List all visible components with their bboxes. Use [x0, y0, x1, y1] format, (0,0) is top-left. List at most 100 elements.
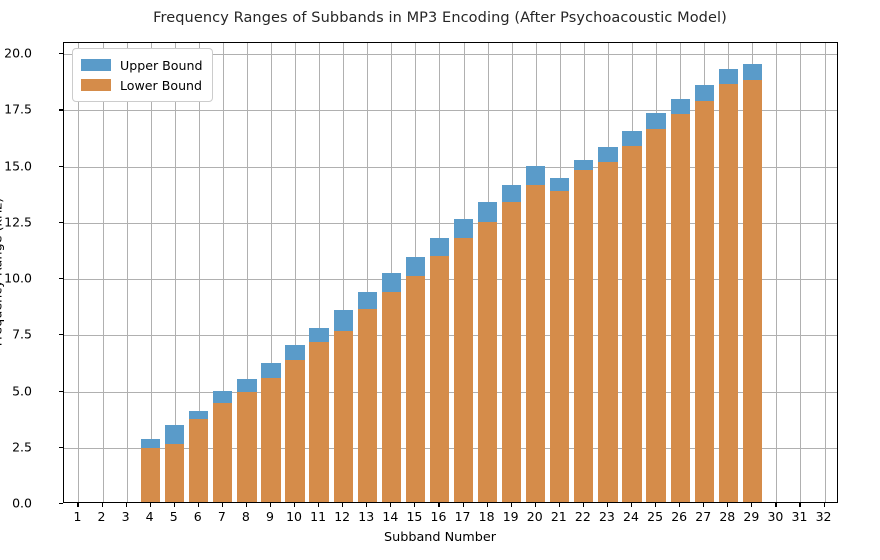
x-tick-mark	[294, 503, 296, 507]
bar-group	[141, 41, 161, 502]
y-tick-label: 20.0	[4, 45, 32, 61]
x-tick-label: 27	[695, 509, 712, 524]
bar-group	[550, 41, 570, 502]
x-tick-mark	[703, 503, 705, 507]
x-tick-mark	[631, 503, 633, 507]
y-tick-mark	[59, 278, 63, 280]
bar-lower-bound	[550, 190, 570, 502]
gridline-vertical	[343, 43, 345, 502]
bar-lower-bound	[574, 170, 594, 502]
x-tick-mark	[510, 503, 512, 507]
gridline-horizontal	[64, 54, 837, 56]
bar-lower-bound	[670, 114, 690, 502]
bar-group	[357, 41, 377, 502]
gridline-vertical	[319, 43, 321, 502]
x-tick-mark	[823, 503, 825, 507]
x-tick-label: 3	[121, 509, 130, 524]
x-tick-mark	[727, 503, 729, 507]
bar-group	[477, 41, 498, 502]
x-tick-label: 9	[266, 509, 274, 524]
x-tick-label: 22	[574, 509, 591, 524]
x-tick-mark	[582, 503, 584, 507]
bar-group	[285, 41, 305, 502]
bar-lower-bound	[213, 403, 233, 502]
bar-lower-bound	[694, 100, 714, 502]
bar-lower-bound	[357, 308, 377, 502]
y-tick-mark	[59, 334, 63, 336]
bar-group	[165, 41, 185, 502]
bar-lower-bound	[742, 80, 762, 502]
bar-lower-bound	[598, 162, 618, 502]
bar-lower-bound	[381, 291, 401, 502]
chart-title: Frequency Ranges of Subbands in MP3 Enco…	[153, 10, 727, 26]
legend-item: Lower Bound	[81, 75, 202, 95]
x-tick-mark	[751, 503, 753, 507]
bar-group	[453, 41, 474, 502]
legend-item-label: Upper Bound	[120, 57, 203, 73]
gridline-vertical	[824, 43, 826, 502]
gridline-horizontal	[64, 110, 837, 112]
gridline-vertical	[270, 43, 272, 502]
x-tick-mark	[606, 503, 609, 507]
gridline-vertical	[367, 43, 369, 502]
bar-lower-bound	[165, 443, 185, 502]
bar-lower-bound	[477, 222, 498, 502]
x-tick-mark	[558, 503, 560, 507]
legend-item-label: Lower Bound	[120, 77, 203, 93]
x-tick-label: 14	[382, 509, 399, 524]
y-tick-mark	[59, 221, 63, 223]
x-tick-label: 31	[791, 509, 808, 524]
x-tick-label: 18	[478, 509, 495, 524]
bar-group	[622, 41, 642, 502]
x-tick-label: 6	[193, 509, 202, 524]
x-tick-label: 23	[598, 509, 615, 524]
legend-swatch-icon	[81, 59, 111, 71]
gridline-horizontal	[64, 279, 837, 281]
chart-legend: Upper Bound Lower Bound	[72, 48, 214, 102]
gridline-vertical	[102, 43, 104, 502]
gridline-horizontal	[64, 166, 837, 168]
x-tick-mark	[486, 503, 488, 507]
bar-group	[598, 41, 618, 502]
x-tick-mark	[197, 503, 199, 507]
bar-lower-bound	[502, 201, 522, 502]
bar-group	[429, 41, 450, 502]
x-axis-label: Subband Number	[383, 530, 497, 545]
gridline-horizontal	[64, 447, 837, 449]
y-tick-mark	[59, 390, 63, 392]
x-tick-label: 12	[334, 509, 351, 524]
x-tick-label: 8	[241, 509, 250, 524]
x-tick-mark	[655, 503, 657, 507]
x-tick-mark	[414, 503, 416, 507]
bar-lower-bound	[453, 237, 474, 502]
y-tick-mark	[59, 165, 63, 167]
x-tick-mark	[342, 503, 344, 507]
bar-lower-bound	[141, 448, 161, 502]
x-tick-label: 30	[767, 509, 784, 524]
y-axis-label: Frequency Range (kHz)	[0, 197, 6, 347]
y-tick-label: 7.5	[12, 326, 32, 342]
gridline-vertical	[126, 43, 128, 502]
x-tick-mark	[149, 503, 151, 507]
bar-group	[670, 41, 690, 502]
bar-lower-bound	[405, 276, 426, 502]
bar-lower-bound	[333, 331, 353, 502]
x-tick-label: 4	[145, 509, 154, 524]
x-tick-label: 19	[502, 509, 519, 524]
x-tick-mark	[125, 503, 127, 507]
y-tick-label: 17.5	[4, 101, 32, 117]
gridline-horizontal	[64, 391, 837, 393]
gridline-vertical	[391, 43, 393, 502]
y-tick-label: 10.0	[4, 270, 32, 286]
bar-group	[646, 41, 666, 502]
bar-group	[526, 41, 546, 502]
x-tick-mark	[775, 503, 777, 507]
x-tick-label: 13	[358, 509, 375, 524]
x-tick-mark	[390, 503, 392, 507]
gridline-vertical	[222, 43, 224, 502]
x-tick-mark	[366, 503, 368, 507]
bar-lower-bound	[189, 418, 209, 502]
x-tick-label: 26	[671, 509, 688, 524]
bar-lower-bound	[526, 184, 546, 502]
